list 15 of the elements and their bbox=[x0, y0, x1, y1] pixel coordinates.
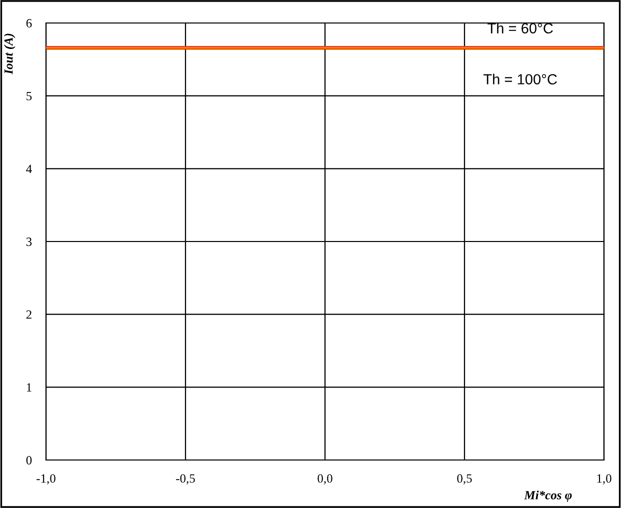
y-axis-title: Iout (A) bbox=[4, 34, 16, 74]
series-label: Th = 100°C bbox=[483, 74, 557, 84]
y-tick-label: 3 bbox=[26, 238, 32, 246]
x-tick-label: 0,0 bbox=[318, 474, 332, 484]
x-tick-label: 0,5 bbox=[457, 474, 472, 484]
x-tick-label: -1,0 bbox=[36, 474, 56, 484]
y-tick-label: 1 bbox=[26, 383, 32, 392]
y-tick-label: 4 bbox=[26, 164, 32, 174]
x-tick-label: 1,0 bbox=[597, 474, 612, 484]
y-tick-label: 5 bbox=[26, 92, 32, 100]
y-tick-label: 0 bbox=[26, 456, 32, 464]
x-tick-label: -0,5 bbox=[176, 474, 195, 484]
y-tick-label: 2 bbox=[26, 310, 32, 319]
y-tick-label: 6 bbox=[26, 19, 32, 28]
x-axis-title: Mi*cos φ bbox=[524, 490, 572, 502]
